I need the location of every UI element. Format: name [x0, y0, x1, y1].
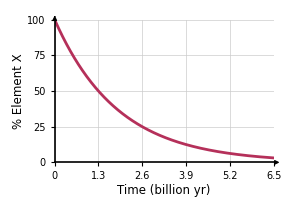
Y-axis label: % Element X: % Element X: [12, 53, 25, 129]
X-axis label: Time (billion yr): Time (billion yr): [117, 184, 211, 197]
